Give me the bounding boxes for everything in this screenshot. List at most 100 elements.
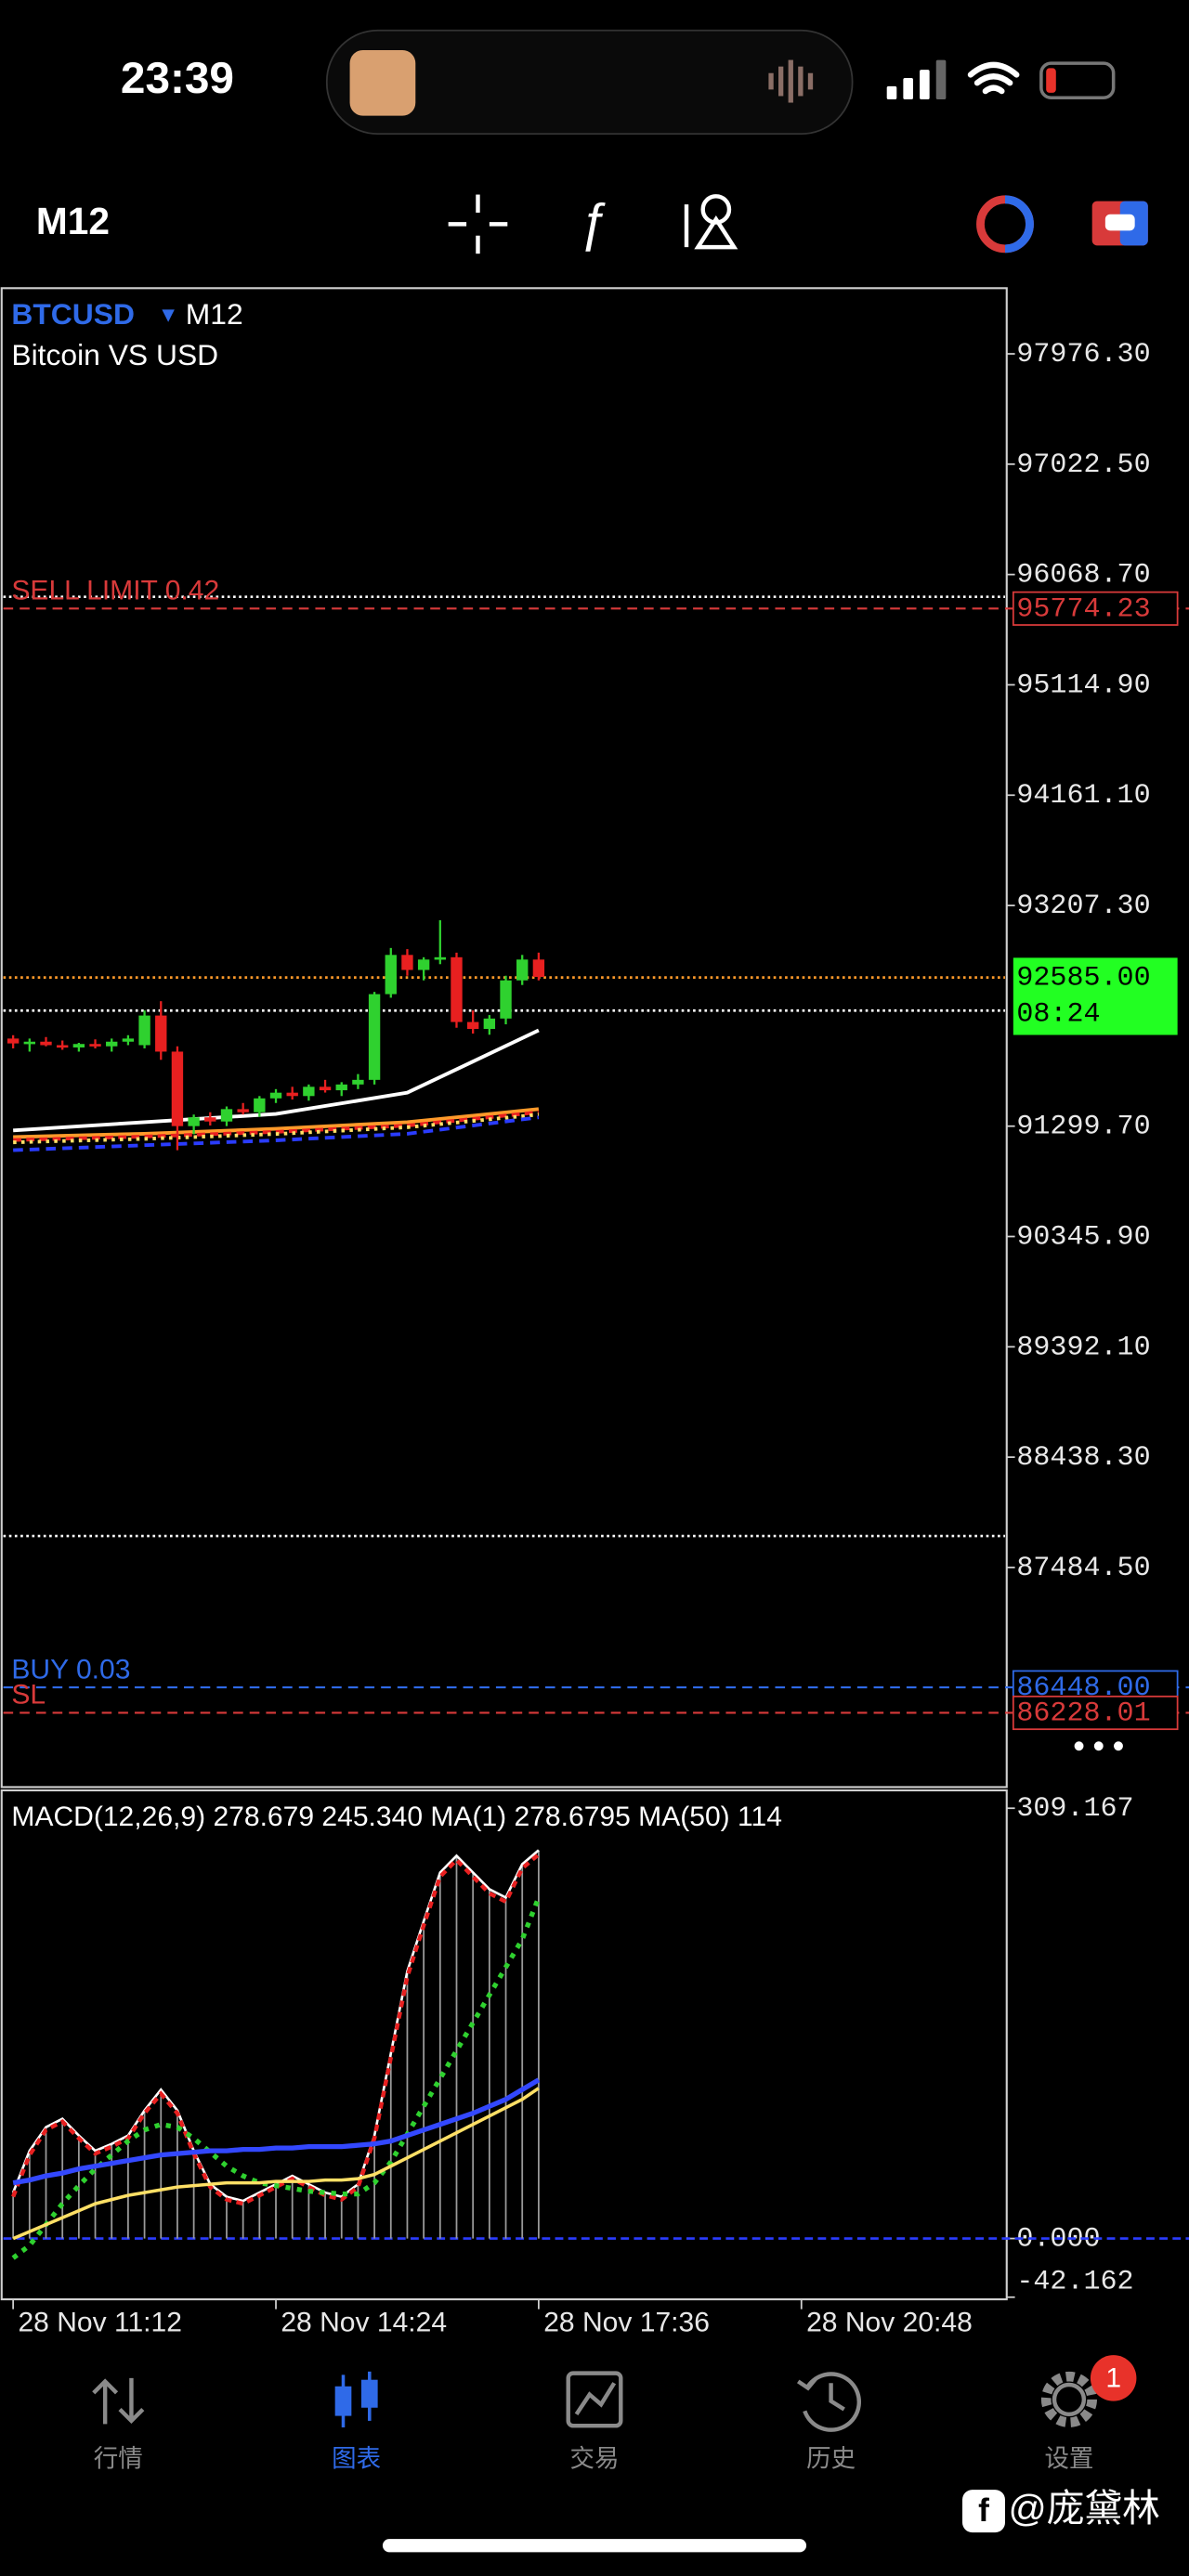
moving-average (13, 1110, 540, 1142)
chart-timeframe: M12 (186, 297, 243, 331)
macd-line (11, 1853, 541, 2206)
y-tick-label: 91299.70 (1016, 1112, 1150, 1143)
macd-line (12, 2077, 541, 2186)
candle-body (138, 1015, 150, 1046)
order-price-box (1012, 591, 1179, 626)
history-icon[interactable] (797, 2372, 862, 2432)
x-tick-label: 28 Nov 11:12 (18, 2308, 182, 2338)
candle-body (319, 1086, 332, 1091)
order-price-box (1012, 1695, 1179, 1731)
symbol[interactable]: BTCUSD (11, 297, 135, 331)
nav-label[interactable]: 图表 (332, 2444, 381, 2472)
y-tick-label: 89392.10 (1016, 1332, 1150, 1363)
candle-body (254, 1098, 266, 1112)
moving-average (13, 1028, 540, 1133)
candle-body (106, 1041, 118, 1047)
symbol-dropdown[interactable]: ▼ (158, 302, 179, 326)
chart-frame (0, 287, 1008, 1789)
y-tick-label: 93207.30 (1016, 891, 1150, 922)
candle-body (23, 1041, 36, 1045)
order-text: SELL LIMIT 0.42 (11, 576, 219, 606)
crosshair-button[interactable] (448, 194, 508, 254)
candle-body (417, 959, 430, 970)
macd-header: MACD(12,26,9) 278.679 245.340 MA(1) 278.… (11, 1802, 782, 1832)
watermark-logo (962, 2490, 1005, 2533)
toolbar-timeframe[interactable]: M12 (36, 200, 110, 242)
candle-body (237, 1109, 249, 1112)
y-tick-label: 94161.10 (1016, 780, 1150, 812)
objects-button[interactable] (684, 194, 738, 250)
candle-body (303, 1086, 315, 1097)
more-button[interactable] (1074, 1741, 1123, 1751)
x-tick-label: 28 Nov 17:36 (543, 2308, 710, 2338)
dynamic-island[interactable] (325, 29, 854, 136)
candle-body (286, 1092, 298, 1097)
candle-body (155, 1015, 167, 1052)
order-text: BUY 0.03 (11, 1654, 130, 1685)
wifi-icon (967, 61, 1020, 95)
audio-wave (768, 59, 814, 103)
candle-body (89, 1044, 101, 1047)
bid-box (1013, 957, 1178, 1035)
candle-body (500, 980, 512, 1019)
y-tick-label: 87484.50 (1016, 1553, 1150, 1584)
nav-label[interactable]: 设置 (1044, 2444, 1093, 2472)
macd-frame (0, 1789, 1008, 2301)
candle-body (368, 994, 381, 1080)
candle-body (220, 1109, 233, 1122)
candle-body (204, 1117, 216, 1122)
y-tick-label: 88438.30 (1016, 1442, 1150, 1474)
quotes-icon[interactable] (92, 2377, 145, 2425)
nav-labels: 行情 图表 交易 历史 设置 (94, 2444, 1094, 2472)
order-price: 86228.01 (1016, 1698, 1150, 1729)
candle-body (451, 956, 463, 1022)
badge-count: 1 (1105, 2363, 1121, 2394)
candle-body (335, 1084, 347, 1091)
price-chart: 97976.30 97022.50 96068.70 95114.90 94161.10… (3, 339, 1189, 1731)
candle-body (516, 959, 529, 981)
y-tick-label: 95114.90 (1016, 670, 1150, 701)
bid-countdown: 08:24 (1016, 998, 1100, 1030)
trade-button[interactable] (1091, 201, 1148, 246)
candle-body (385, 955, 397, 995)
moving-average (13, 1107, 540, 1139)
macd-tick-label: 309.167 (1016, 1793, 1133, 1825)
candle-body (434, 956, 446, 960)
watermark-logo-glyph: f (978, 2492, 989, 2529)
nav-label[interactable]: 交易 (570, 2444, 620, 2472)
battery-icon (1039, 61, 1116, 100)
macd-chart: 28 Nov 11:12 28 Nov 14:24 28 Nov 17:36 28 N… (3, 1793, 1189, 2338)
macd-tick-label: -42.162 (1016, 2267, 1133, 2298)
chart-icon[interactable] (334, 2371, 378, 2427)
y-tick-label: 97976.30 (1016, 339, 1150, 371)
candle-body (122, 1038, 135, 1042)
candle-body (72, 1044, 85, 1047)
watermark: @庞黛林 (1009, 2487, 1160, 2530)
nav-label[interactable]: 历史 (806, 2444, 856, 2472)
candle-body (401, 955, 413, 970)
signal-icon (886, 59, 947, 99)
indicators-button[interactable]: ƒ (578, 192, 607, 252)
settings-icon[interactable] (1040, 2371, 1097, 2427)
candle-body (466, 1021, 479, 1030)
candle-body (483, 1018, 496, 1030)
candle-body (171, 1051, 184, 1126)
app-avatar (349, 49, 416, 116)
candle-body (352, 1079, 364, 1085)
y-tick-label: 97022.50 (1016, 449, 1150, 481)
trade-icon[interactable] (566, 2371, 623, 2428)
nav-label[interactable]: 行情 (94, 2444, 143, 2472)
candle-body (269, 1092, 282, 1099)
battery-level (1046, 68, 1056, 93)
candle-body (532, 959, 545, 977)
moving-average (13, 1112, 540, 1145)
bottom-nav (0, 2348, 1189, 2576)
one-click-button[interactable] (976, 195, 1034, 254)
bid-price: 92585.00 (1016, 963, 1150, 995)
candle-body (40, 1041, 52, 1046)
y-tick-label: 90345.90 (1016, 1221, 1150, 1253)
badge (1090, 2355, 1137, 2401)
